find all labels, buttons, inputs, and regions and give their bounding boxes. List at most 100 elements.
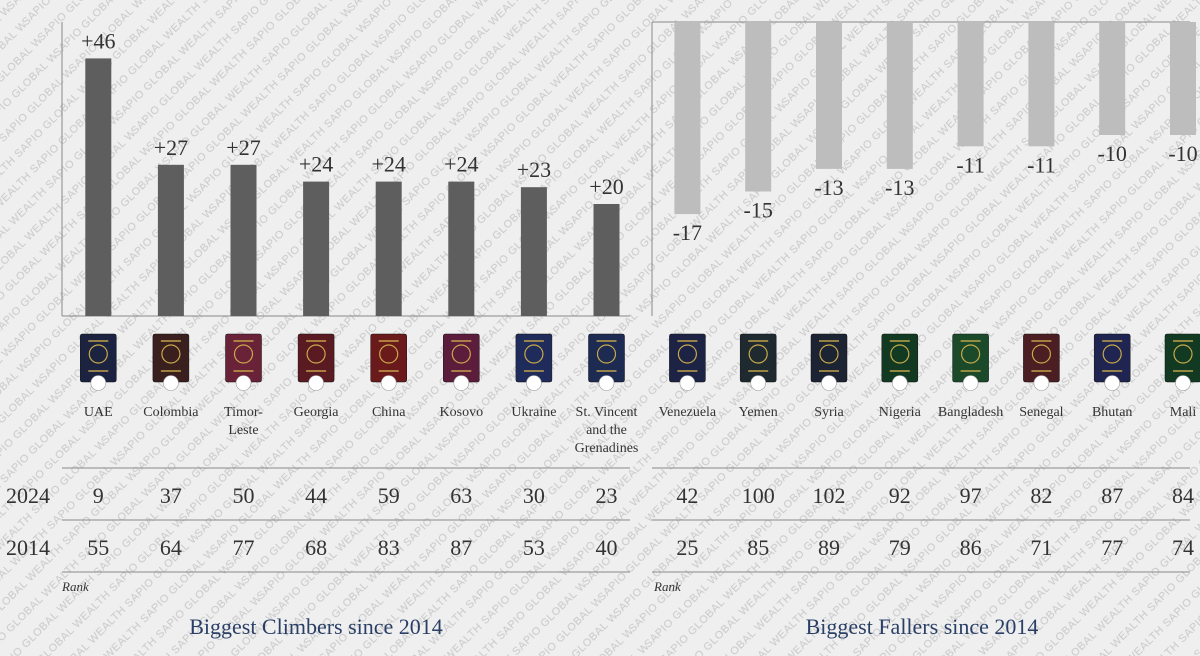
climbers-rank-2024: 23 <box>596 483 618 508</box>
passport-emblem-icon <box>748 344 768 364</box>
fallers-value-label: -10 <box>1098 141 1127 166</box>
row-label-2024: 2024 <box>6 483 50 508</box>
fallers-category-label: Mali <box>1170 405 1197 420</box>
passport-text-icon <box>451 340 472 342</box>
climbers-title: Biggest Climbers since 2014 <box>189 614 443 639</box>
ukraine-flag-icon <box>526 375 542 391</box>
climbers-rank-2024: 30 <box>523 483 545 508</box>
climbers-bar <box>230 164 257 316</box>
passport-text-icon <box>160 340 181 342</box>
passport-emblem-icon <box>596 344 617 364</box>
climbers-rank-2024: 9 <box>93 483 104 508</box>
fallers-category-label: Bhutan <box>1092 405 1132 420</box>
climbers-value-label: +24 <box>371 152 405 177</box>
passport-text-icon <box>523 370 544 372</box>
climbers-category-label: Colombia <box>143 405 199 420</box>
fallers-rank-2014: 79 <box>889 535 911 560</box>
fallers-rank-2024: 87 <box>1101 483 1123 508</box>
climbers-value-label: +27 <box>154 135 188 160</box>
climbers-value-label: +24 <box>444 152 478 177</box>
climbers-bar <box>157 164 184 316</box>
climbers-value-label: +24 <box>299 152 333 177</box>
fallers-category-label: Venezuela <box>659 405 717 420</box>
fallers-rank-2024: 42 <box>676 483 698 508</box>
climbers-bar <box>593 204 620 316</box>
passport-text-icon <box>677 340 698 342</box>
climbers-rank-2024: 50 <box>233 483 255 508</box>
st-vincent-flag-icon <box>598 375 615 391</box>
climbers-rank-2024: 59 <box>378 483 400 508</box>
fallers-rank-2024: 102 <box>813 483 846 508</box>
nigeria-flag-icon <box>891 375 908 391</box>
passport-text-icon <box>1173 340 1193 342</box>
climbers-category-label: Leste <box>228 423 258 438</box>
passport-text-icon <box>889 340 910 342</box>
fallers-category-label: Senegal <box>1019 405 1063 420</box>
passport-emblem-icon <box>161 344 181 364</box>
passport-emblem-icon <box>960 344 981 364</box>
fallers-rank-2024: 97 <box>960 483 982 508</box>
fallers-rank-2024: 84 <box>1172 483 1194 508</box>
climbers-category-label: St. Vincent <box>576 405 638 420</box>
passport-text-icon <box>451 370 472 372</box>
fallers-value-label: -10 <box>1168 141 1197 166</box>
climbers-rank-2014: 40 <box>596 535 618 560</box>
passport-emblem-icon <box>1031 344 1052 364</box>
climbers-category-label: Kosovo <box>440 405 484 420</box>
climbers-rank-2024: 63 <box>450 483 472 508</box>
climbers-bar <box>448 181 475 316</box>
fallers-rank-2014: 74 <box>1172 535 1194 560</box>
fallers-category-label: Nigeria <box>879 405 922 420</box>
fallers-value-label: -13 <box>885 175 914 200</box>
passport-text-icon <box>819 340 839 342</box>
fallers-value-label: -17 <box>673 220 702 245</box>
kosovo-flag-icon <box>453 375 470 391</box>
fallers-title: Biggest Fallers since 2014 <box>806 614 1039 639</box>
climbers-value-label: +27 <box>226 135 260 160</box>
fallers-rank-2024: 82 <box>1030 483 1052 508</box>
fallers-bar <box>816 22 842 169</box>
passport-text-icon <box>1173 370 1193 372</box>
climbers-bar <box>85 58 112 317</box>
passport-emblem-icon <box>451 344 471 364</box>
passport-text-icon <box>523 340 544 342</box>
climbers-category-label: Ukraine <box>511 405 556 420</box>
fallers-category-label: Yemen <box>739 405 778 420</box>
fallers-rank-note: Rank <box>653 579 681 594</box>
passport-emblem-icon <box>890 344 910 364</box>
bangladesh-flag-icon <box>962 375 979 391</box>
chart-marks: +46 UAE 9 55 +27 Colombia 37 64 +27 Timor- Leste 50… <box>80 22 1200 560</box>
senegal-flag-icon <box>1033 375 1050 391</box>
passport-text-icon <box>748 340 769 342</box>
passport-text-icon <box>1102 340 1123 342</box>
climbers-category-label: and the <box>586 423 627 438</box>
climbers-rank-note: Rank <box>61 579 89 594</box>
mali-flag-icon <box>1175 375 1191 391</box>
fallers-rank-2024: 92 <box>889 483 911 508</box>
fallers-value-label: -15 <box>744 198 773 223</box>
fallers-category-label: Syria <box>814 405 844 420</box>
passport-emblem-icon <box>233 344 254 364</box>
passport-text-icon <box>1031 370 1052 372</box>
fallers-rank-2014: 86 <box>960 535 982 560</box>
climbers-category-label: UAE <box>84 405 113 420</box>
climbers-category-label: Timor- <box>224 405 263 420</box>
passport-emblem-icon <box>379 344 399 364</box>
fallers-rank-2014: 77 <box>1101 535 1123 560</box>
climbers-value-label: +46 <box>81 28 115 53</box>
passport-emblem-icon <box>524 344 544 364</box>
colombia-flag-icon <box>163 375 179 391</box>
passport-text-icon <box>378 340 399 342</box>
passport-text-icon <box>819 370 839 372</box>
passport-emblem-icon <box>819 344 839 364</box>
passport-text-icon <box>306 340 327 342</box>
fallers-bar <box>1170 22 1196 135</box>
passport-emblem-icon <box>1173 344 1193 364</box>
passport-text-icon <box>1102 370 1123 372</box>
fallers-rank-2014: 85 <box>747 535 769 560</box>
fallers-bar <box>1099 22 1126 135</box>
climbers-category-label: Grenadines <box>575 441 639 456</box>
passport-text-icon <box>889 370 910 372</box>
